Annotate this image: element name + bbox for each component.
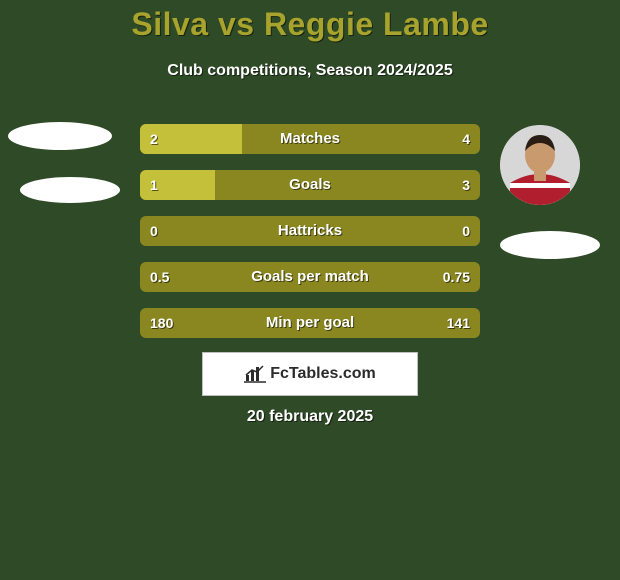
stat-label: Goals per match [140, 262, 480, 292]
source-logo: FcTables.com [244, 365, 376, 383]
avatar-svg [500, 125, 580, 205]
comparison-infographic: Silva vs Reggie Lambe Club competitions,… [0, 0, 620, 580]
page-title: Silva vs Reggie Lambe [0, 6, 620, 43]
player-right-avatar [500, 125, 580, 205]
stat-row: Hattricks0 0 [140, 216, 480, 246]
stat-label: Hattricks [140, 216, 480, 246]
stat-value-left: 1 [150, 170, 158, 200]
stat-value-right: 0 [462, 216, 470, 246]
date-text: 20 february 2025 [0, 408, 620, 426]
stat-value-right: 4 [462, 124, 470, 154]
stat-row: Goals per match0.5 0.75 [140, 262, 480, 292]
stat-value-left: 2 [150, 124, 158, 154]
page-subtitle: Club competitions, Season 2024/2025 [0, 62, 620, 80]
stat-label: Goals [140, 170, 480, 200]
stat-row: Min per goal180 141 [140, 308, 480, 338]
stat-label: Min per goal [140, 308, 480, 338]
stat-value-left: 0 [150, 216, 158, 246]
stat-row: Matches2 4 [140, 124, 480, 154]
stat-bars: Matches2 4 Goals1 3 Hattricks0 0 Goals per mat… [140, 124, 480, 354]
player-right-shape-1 [500, 231, 600, 259]
stat-value-right: 141 [447, 308, 470, 338]
stat-value-right: 3 [462, 170, 470, 200]
source-logo-text: FcTables.com [270, 365, 376, 383]
stat-value-left: 180 [150, 308, 173, 338]
source-logo-box: FcTables.com [202, 352, 418, 396]
stat-label: Matches [140, 124, 480, 154]
stat-row: Goals1 3 [140, 170, 480, 200]
stat-value-right: 0.75 [443, 262, 470, 292]
player-left-shape-1 [8, 122, 112, 150]
player-left-shape-2 [20, 177, 120, 203]
bar-chart-icon [244, 365, 266, 383]
stat-value-left: 0.5 [150, 262, 169, 292]
